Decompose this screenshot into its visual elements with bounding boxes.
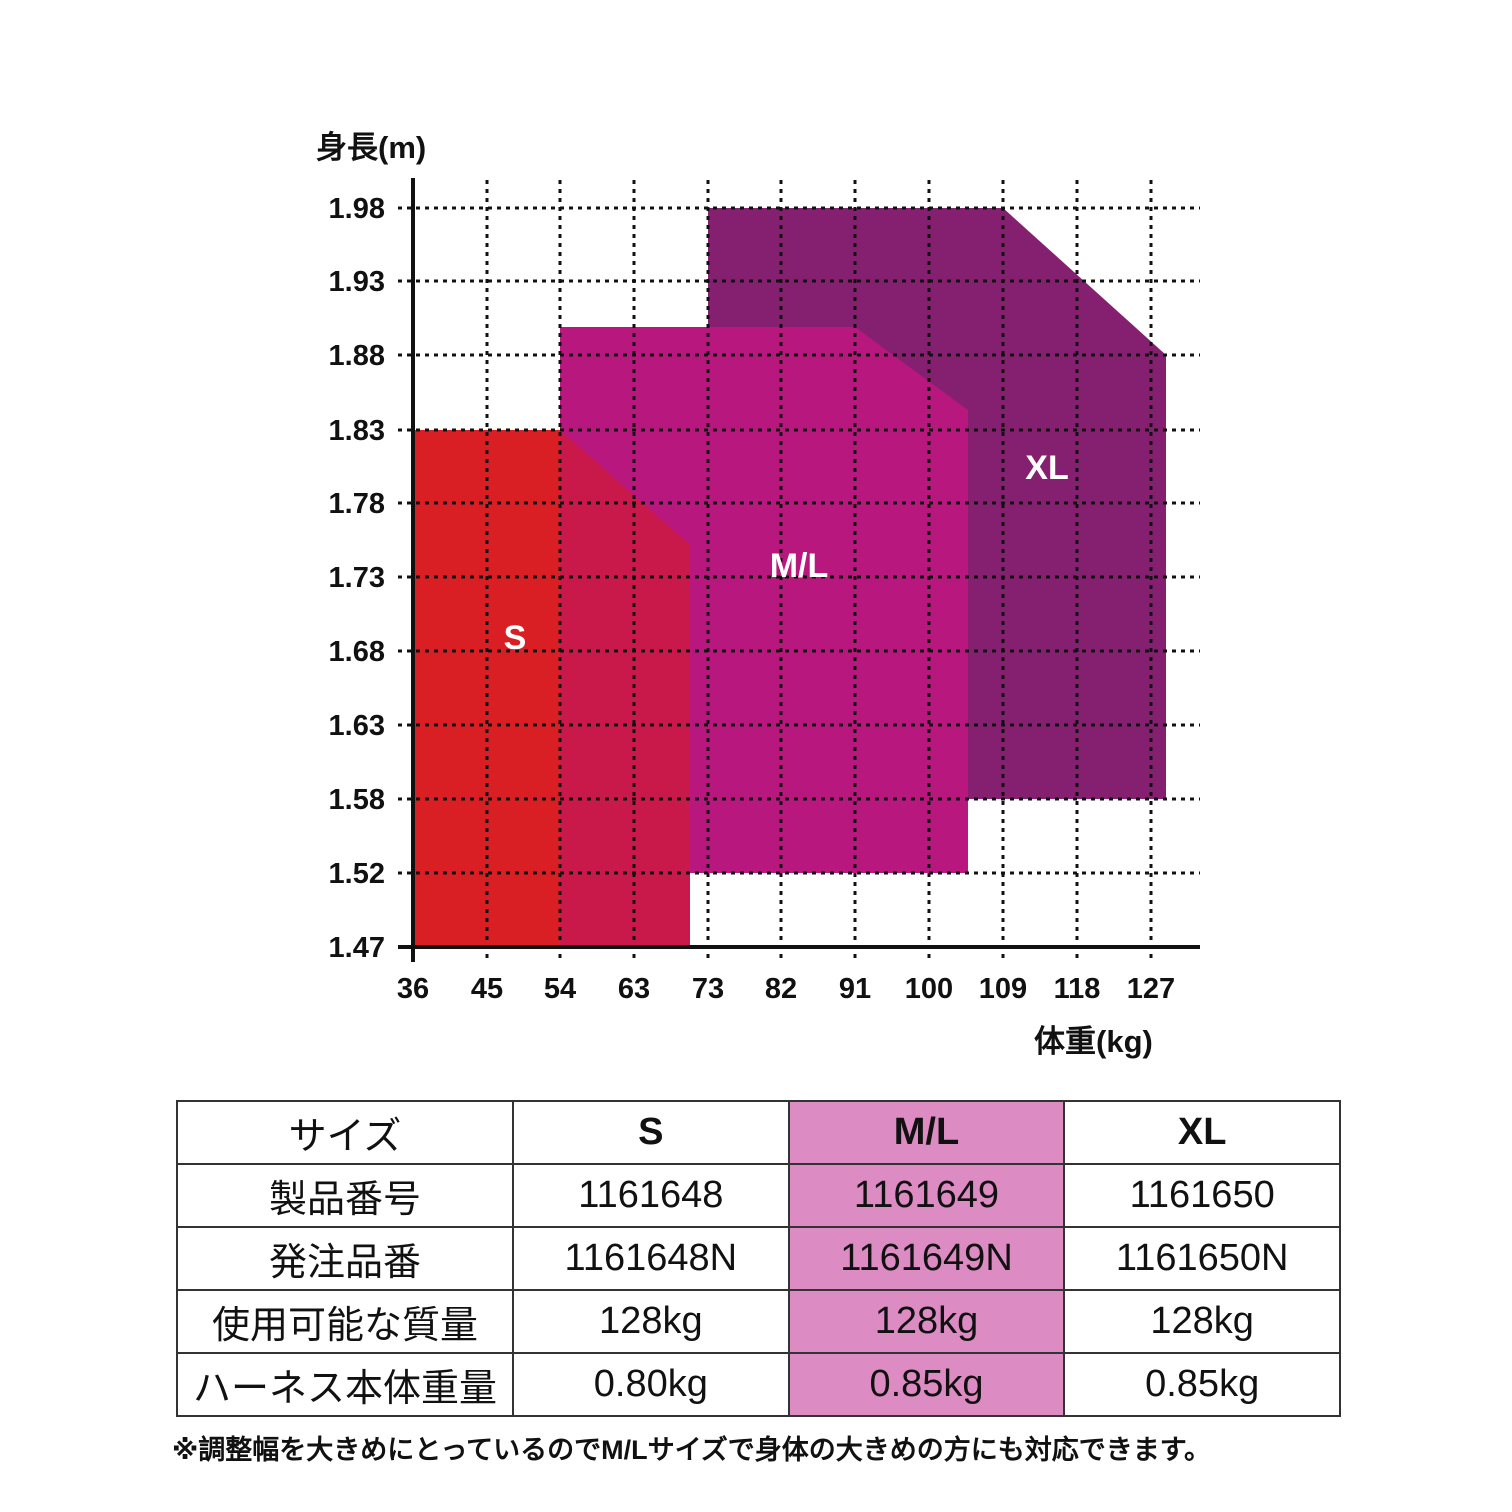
table-row: 使用可能な質量 128kg 128kg 128kg <box>176 1289 1341 1354</box>
cell-xl: 0.85kg <box>1063 1352 1341 1417</box>
y-tick: 1.52 <box>329 858 385 890</box>
cell-ml: 1161649 <box>787 1163 1066 1228</box>
cell-xl: 128kg <box>1063 1289 1341 1354</box>
x-tick: 127 <box>1127 973 1175 1005</box>
y-tick: 1.63 <box>329 710 385 742</box>
x-tick: 63 <box>618 973 650 1005</box>
x-axis-title: 体重(kg) <box>1034 1024 1153 1059</box>
row-label: 発注品番 <box>176 1226 514 1291</box>
header-size-s: S <box>512 1100 790 1165</box>
x-tick-labels: 36 45 54 63 73 82 91 100 109 118 127 <box>397 973 1175 1005</box>
region-label-ml: M/L <box>770 547 829 585</box>
table-row: 発注品番 1161648N 1161649N 1161650N <box>176 1226 1341 1291</box>
x-tick: 100 <box>905 973 953 1005</box>
x-tick: 36 <box>397 973 429 1005</box>
y-tick: 1.83 <box>329 415 385 447</box>
cell-s: 0.80kg <box>512 1352 790 1417</box>
y-tick: 1.93 <box>329 266 385 298</box>
grid-lines <box>398 180 1200 962</box>
row-label: 使用可能な質量 <box>176 1289 514 1354</box>
cell-s: 1161648N <box>512 1226 790 1291</box>
y-tick-labels: 1.98 1.93 1.88 1.83 1.78 1.73 1.68 1.63 … <box>329 193 385 964</box>
x-tick: 54 <box>544 973 576 1005</box>
row-label: ハーネス本体重量 <box>176 1352 514 1417</box>
row-label: 製品番号 <box>176 1163 514 1228</box>
footnote: ※調整幅を大きめにとっているのでM/Lサイズで身体の大きめの方にも対応できます。 <box>172 1435 1212 1465</box>
region-label-s: S <box>504 619 527 657</box>
table-row: 製品番号 1161648 1161649 1161650 <box>176 1163 1341 1228</box>
size-spec-table: サイズ S M/L XL 製品番号 1161648 1161649 116165… <box>176 1100 1341 1417</box>
cell-ml: 0.85kg <box>787 1352 1066 1417</box>
cell-xl: 1161650N <box>1063 1226 1341 1291</box>
header-size-ml: M/L <box>787 1100 1066 1165</box>
table-header-row: サイズ S M/L XL <box>176 1100 1341 1165</box>
y-tick: 1.47 <box>329 932 385 964</box>
x-tick: 91 <box>839 973 871 1005</box>
x-tick: 73 <box>692 973 724 1005</box>
y-tick: 1.78 <box>329 488 385 520</box>
x-tick: 118 <box>1054 973 1101 1005</box>
y-tick: 1.73 <box>329 562 385 594</box>
cell-s: 128kg <box>512 1289 790 1354</box>
cell-ml: 1161649N <box>787 1226 1066 1291</box>
region-label-xl: XL <box>1025 449 1068 487</box>
y-tick: 1.68 <box>329 636 385 668</box>
cell-ml: 128kg <box>787 1289 1066 1354</box>
x-tick: 45 <box>471 973 503 1005</box>
table-row: ハーネス本体重量 0.80kg 0.85kg 0.85kg <box>176 1352 1341 1417</box>
region-s-overlap <box>560 430 690 947</box>
y-tick: 1.88 <box>329 340 385 372</box>
cell-s: 1161648 <box>512 1163 790 1228</box>
y-tick: 1.98 <box>329 193 385 225</box>
y-tick: 1.58 <box>329 784 385 816</box>
y-axis-title: 身長(m) <box>316 130 426 165</box>
header-label: サイズ <box>176 1100 514 1165</box>
x-tick: 82 <box>765 973 797 1005</box>
cell-xl: 1161650 <box>1063 1163 1341 1228</box>
header-size-xl: XL <box>1063 1100 1341 1165</box>
size-chart: 身長(m) 体重(kg) 1.98 1.93 1.88 1.83 1.78 1.… <box>316 130 1200 1059</box>
x-tick: 109 <box>979 973 1027 1005</box>
region-s <box>413 430 560 947</box>
